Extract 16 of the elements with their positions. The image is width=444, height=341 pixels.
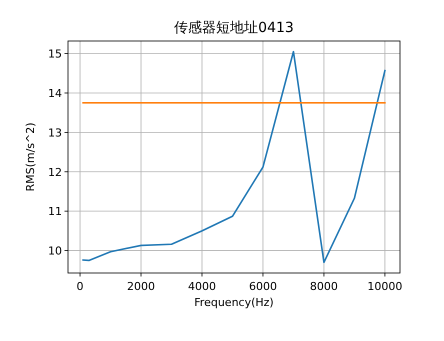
y-tick-label: 12 — [48, 166, 62, 179]
x-tick-label: 10000 — [367, 280, 402, 293]
y-tick-label: 13 — [48, 126, 62, 140]
x-axis-title: Frequency(Hz) — [194, 296, 274, 309]
x-tick-label: 0 — [76, 280, 84, 293]
x-tick-label: 8000 — [310, 280, 338, 293]
x-tick-label: 6000 — [248, 280, 277, 293]
y-tick-label: 11 — [48, 205, 62, 218]
x-tick-label: 2000 — [127, 280, 156, 293]
y-tick-label: 10 — [48, 244, 62, 258]
chart-title: 传感器短地址0413 — [174, 20, 294, 36]
y-tick-label: 15 — [48, 48, 62, 61]
y-tick-label: 14 — [48, 86, 62, 100]
y-axis-title: RMS(m/s^2) — [24, 122, 37, 192]
line-series — [82, 50, 386, 264]
x-tick-label: 4000 — [188, 280, 216, 293]
